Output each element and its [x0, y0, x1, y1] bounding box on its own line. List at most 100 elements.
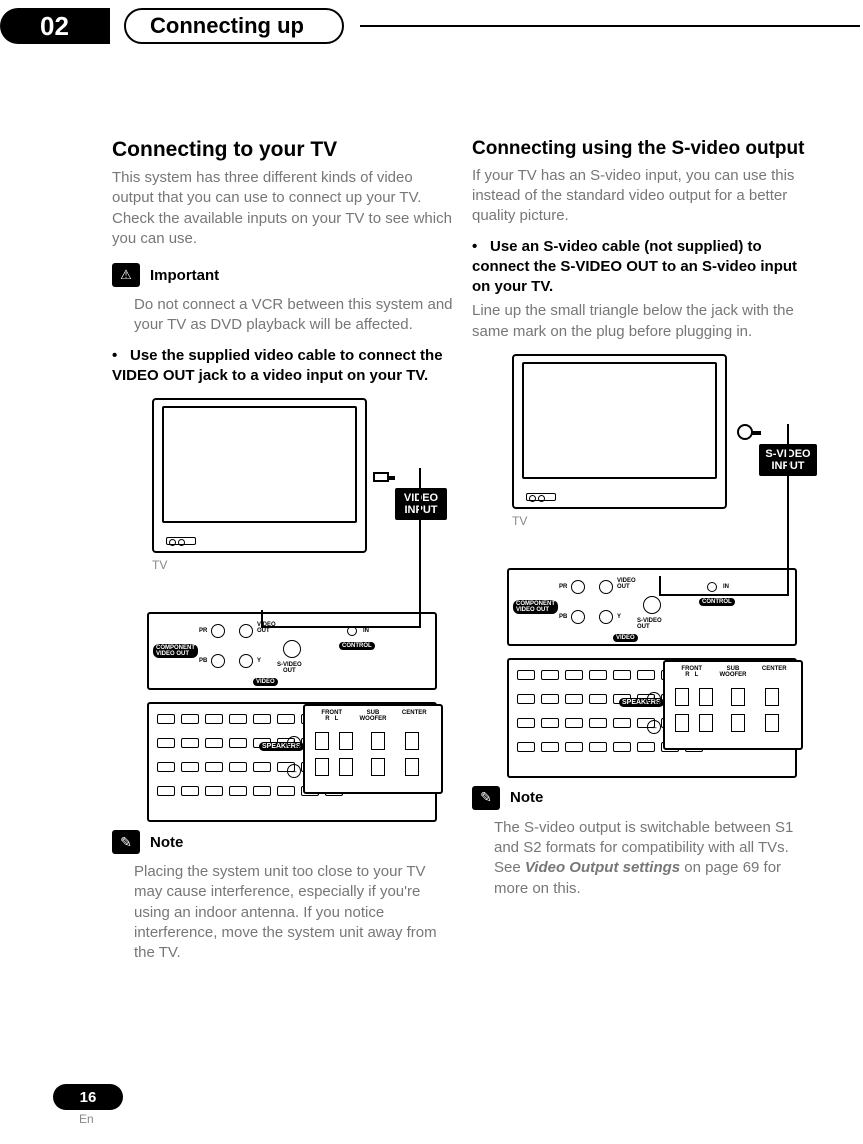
tv-controls: [526, 493, 556, 501]
note-label-left: Note: [150, 834, 183, 851]
y-label: Y: [257, 658, 261, 664]
bullet-icon: •: [472, 237, 490, 257]
spk-term: [315, 732, 329, 750]
front-col: FRONT R L: [313, 710, 351, 722]
pb-jack: [211, 654, 225, 668]
spk-term: [765, 714, 779, 732]
vent-slot: [565, 670, 583, 680]
videoout-jack: [239, 624, 253, 638]
video-group-label: VIDEO: [613, 634, 638, 642]
spk-term: [765, 688, 779, 706]
tv-illustration: [512, 354, 727, 509]
video-input-badge: VIDEO INPUT: [395, 488, 447, 520]
important-text: Do not connect a VCR between this system…: [134, 295, 457, 336]
vent-slot: [541, 694, 559, 704]
bullet-icon: •: [112, 346, 130, 366]
left-instruction-text: Use the supplied video cable to connect …: [112, 347, 443, 384]
right-instruction: •Use an S-video cable (not supplied) to …: [472, 237, 817, 298]
chapter-title-frame: Connecting up: [124, 8, 344, 44]
component-label: COMPONENTVIDEO OUT: [513, 600, 558, 614]
vent-slot: [205, 762, 223, 772]
y-jack: [599, 610, 613, 624]
vent-slot: [637, 670, 655, 680]
plus-sign: +: [647, 692, 661, 706]
note-ref: Video Output settings: [525, 859, 680, 876]
badge-l2: INPUT: [405, 504, 438, 516]
rear-panel-illustration: COMPONENTVIDEO OUT PR PB VIDEOOUT Y S-VI…: [147, 612, 437, 822]
vent-slot: [253, 762, 271, 772]
speaker-terminal-box: SPEAKERS FRONT R L SUBWOOFER CENTER + –: [663, 660, 803, 750]
spk-term: [675, 688, 689, 706]
r-label: R: [325, 716, 329, 722]
vent-slot: [541, 670, 559, 680]
spk-term: [675, 714, 689, 732]
vent-slot: [541, 718, 559, 728]
minus-sign: –: [647, 720, 661, 734]
l-label: L: [695, 672, 699, 678]
right-heading: Connecting using the S-video output: [472, 138, 817, 160]
spk-term: [405, 732, 419, 750]
videoout-label: VIDEOOUT: [257, 622, 276, 634]
spk-term: [371, 758, 385, 776]
front-col: FRONT R L: [673, 666, 711, 678]
vent-slot: [589, 670, 607, 680]
tv-label: TV: [512, 514, 527, 528]
vent-slot: [229, 762, 247, 772]
note-text-right: The S-video output is switchable between…: [494, 818, 817, 899]
pb-jack: [571, 610, 585, 624]
spk-term: [699, 688, 713, 706]
vent-slot: [181, 738, 199, 748]
vent-slot: [205, 786, 223, 796]
vent-slot: [157, 738, 175, 748]
page-lang: En: [79, 1112, 133, 1126]
vent-slot: [517, 670, 535, 680]
in-label: IN: [363, 628, 369, 634]
vent-slot: [277, 714, 295, 724]
pr-jack: [571, 580, 585, 594]
left-intro: This system has three different kinds of…: [112, 168, 457, 249]
vent-slot: [613, 742, 631, 752]
left-column: Connecting to your TV This system has th…: [112, 138, 457, 973]
vent-slot: [613, 718, 631, 728]
control-label: CONTROL: [699, 598, 735, 606]
tv-screen: [162, 406, 357, 523]
y-label: Y: [617, 614, 621, 620]
in-label: IN: [723, 584, 729, 590]
vent-slot: [229, 738, 247, 748]
vent-slot: [157, 786, 175, 796]
control-label: CONTROL: [339, 642, 375, 650]
spk-term: [699, 714, 713, 732]
videoout-label: VIDEOOUT: [617, 578, 636, 590]
y-jack: [239, 654, 253, 668]
spk-term: [315, 758, 329, 776]
important-label: Important: [150, 267, 219, 284]
component-label: COMPONENTVIDEO OUT: [153, 644, 198, 658]
note-text-left: Placing the system unit too close to you…: [134, 862, 457, 963]
vent-slot: [589, 694, 607, 704]
svideo-jack: [643, 596, 661, 614]
vent-slot: [517, 694, 535, 704]
vent-slot: [589, 742, 607, 752]
control-jack: [347, 626, 357, 636]
rca-plug-icon: [373, 472, 389, 482]
vent-slot: [565, 694, 583, 704]
tv-illustration: [152, 398, 367, 553]
left-instruction: •Use the supplied video cable to connect…: [112, 346, 457, 387]
sub-label: SUBWOOFER: [351, 710, 396, 722]
svideoout-label: S-VIDEOOUT: [277, 662, 302, 674]
spk-term: [405, 758, 419, 776]
vent-slot: [253, 786, 271, 796]
tv-controls: [166, 537, 196, 545]
chapter-banner: 02 Connecting up: [0, 8, 863, 44]
note-flag-right: Note: [472, 786, 817, 810]
spk-term: [339, 758, 353, 776]
left-heading: Connecting to your TV: [112, 138, 457, 162]
pb-label: PB: [559, 614, 567, 620]
note-icon: [472, 786, 500, 810]
note-icon: [112, 830, 140, 854]
panel-top-row: COMPONENTVIDEO OUT PR PB VIDEOOUT Y S-VI…: [147, 612, 437, 690]
vent-slot: [517, 718, 535, 728]
spk-term: [731, 688, 745, 706]
svideoout-label: S-VIDEOOUT: [637, 618, 662, 630]
rear-panel-illustration: COMPONENTVIDEO OUT PR PB VIDEOOUT Y S-VI…: [507, 568, 797, 778]
